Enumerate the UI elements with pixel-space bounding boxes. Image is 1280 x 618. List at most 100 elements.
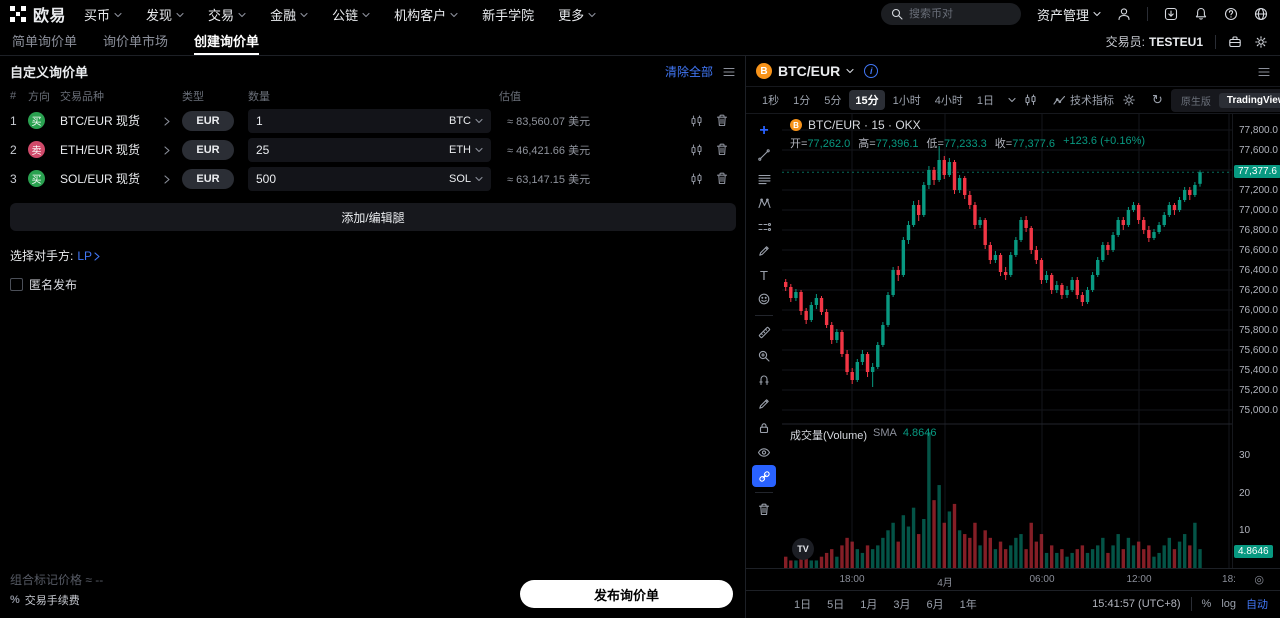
currency-select[interactable]: BTC xyxy=(449,115,483,127)
time-axis[interactable]: 18:00 4月 06:00 12:00 18: ◎ xyxy=(746,568,1280,590)
chart-style-icon[interactable] xyxy=(1024,94,1037,106)
type-button[interactable]: EUR xyxy=(182,110,234,131)
text-tool-icon[interactable]: T xyxy=(760,267,768,283)
ruler-icon[interactable] xyxy=(752,321,776,343)
clear-all-button[interactable]: 清除全部 xyxy=(664,64,713,79)
emoji-icon[interactable] xyxy=(752,288,776,310)
timeframe-5分[interactable]: 5分 xyxy=(824,95,842,107)
add-edit-legs-button[interactable]: 添加/编辑腿 xyxy=(10,203,736,231)
range-1日[interactable]: 1日 xyxy=(794,598,812,611)
auto-scale-button[interactable]: 自动 xyxy=(1246,598,1268,611)
tradingview-logo[interactable]: TV xyxy=(792,538,814,560)
timeframe-4小时[interactable]: 4小时 xyxy=(934,95,963,107)
main-menu-item[interactable]: 买币 xyxy=(84,5,122,24)
main-menu-item[interactable]: 交易 xyxy=(208,5,246,24)
main-menu-item[interactable]: 新手学院 xyxy=(482,5,534,24)
brush-icon[interactable] xyxy=(752,240,776,262)
timeframe-15分[interactable]: 15分 xyxy=(849,90,885,110)
search-input[interactable] xyxy=(908,8,1011,20)
position-tool-icon[interactable] xyxy=(752,216,776,238)
okx-logo[interactable]: 欧易 xyxy=(10,2,66,26)
main-menu-item[interactable]: 金融 xyxy=(270,5,308,24)
amount-input[interactable] xyxy=(256,142,449,157)
counterparty-link[interactable]: LP xyxy=(77,249,100,263)
table-row: 1买 BTC/EUR 现货 EUR BTC ≈ 83,560.07 美元 xyxy=(10,106,735,135)
lock-icon[interactable] xyxy=(752,417,776,439)
delete-row-icon[interactable] xyxy=(709,143,735,156)
amount-input[interactable] xyxy=(256,113,449,128)
percent-scale-button[interactable]: % xyxy=(1201,597,1212,610)
magnet-icon[interactable] xyxy=(752,369,776,391)
instrument-label[interactable]: SOL/EUR 现货 xyxy=(60,170,164,187)
range-6月[interactable]: 6月 xyxy=(926,598,944,611)
range-1年[interactable]: 1年 xyxy=(959,598,977,611)
panel-menu-icon[interactable] xyxy=(723,64,735,78)
replay-icon[interactable]: ↻ xyxy=(1152,92,1163,107)
log-scale-button[interactable]: log xyxy=(1221,597,1236,610)
tradingview-option[interactable]: TradingView xyxy=(1218,92,1280,108)
tab-简单询价单[interactable]: 简单询价单 xyxy=(12,34,78,49)
chart-action-icon[interactable] xyxy=(683,114,709,127)
link-icon[interactable] xyxy=(752,465,776,487)
time-tick: 4月 xyxy=(937,578,953,589)
chart-settings-gear-icon[interactable] xyxy=(1122,93,1136,107)
chart-action-icon[interactable] xyxy=(683,172,709,185)
range-3月[interactable]: 3月 xyxy=(893,598,911,611)
anonymous-checkbox[interactable] xyxy=(10,278,23,291)
assets-management-menu[interactable]: 资产管理 xyxy=(1037,5,1101,24)
tab-创建询价单[interactable]: 创建询价单 xyxy=(194,28,260,55)
horizontal-lines-icon[interactable] xyxy=(752,168,776,190)
crosshair-icon[interactable]: + xyxy=(759,122,769,139)
instrument-label[interactable]: ETH/EUR 现货 xyxy=(60,141,164,158)
settings-gear-icon[interactable] xyxy=(1254,35,1268,49)
toolbox-icon[interactable] xyxy=(1228,35,1242,49)
help-icon[interactable] xyxy=(1224,7,1238,21)
info-icon[interactable]: i xyxy=(864,64,879,78)
chart-plot-area[interactable]: B BTC/EUR · 15 · OKX 开=77,262.0 高=77,396.… xyxy=(782,114,1232,568)
search-box[interactable] xyxy=(880,3,1021,25)
price-axis[interactable]: 77,800.0 77,600.0 77,200.0 77,000.0 76,800.0… xyxy=(1232,114,1280,568)
timeframe-1秒[interactable]: 1秒 xyxy=(762,95,780,107)
side-badge: 买 xyxy=(28,170,45,187)
main-menu-item[interactable]: 发现 xyxy=(146,5,184,24)
axis-settings-icon[interactable]: ◎ xyxy=(1254,574,1264,586)
main-menu-item[interactable]: 更多 xyxy=(558,5,596,24)
candlestick-chart[interactable] xyxy=(782,114,1232,568)
pattern-xabcd-icon[interactable] xyxy=(752,192,776,214)
download-app-icon[interactable] xyxy=(1164,7,1178,21)
type-button[interactable]: EUR xyxy=(182,139,234,160)
indicators-button[interactable]: 技术指标 xyxy=(1053,92,1114,108)
amount-input[interactable] xyxy=(256,171,449,186)
trading-fee[interactable]: % 交易手续费 xyxy=(10,592,103,608)
main-menu-item[interactable]: 公链 xyxy=(332,5,370,24)
timeframe-1日[interactable]: 1日 xyxy=(976,95,994,107)
trash-icon[interactable] xyxy=(752,498,776,520)
user-icon[interactable] xyxy=(1117,7,1131,21)
chart-action-icon[interactable] xyxy=(683,143,709,156)
publish-rfq-button[interactable]: 发布询价单 xyxy=(520,580,733,608)
language-globe-icon[interactable] xyxy=(1254,7,1268,21)
notifications-bell-icon[interactable] xyxy=(1194,7,1208,21)
eye-icon[interactable] xyxy=(752,441,776,463)
range-1月[interactable]: 1月 xyxy=(860,598,878,611)
instrument-label[interactable]: BTC/EUR 现货 xyxy=(60,112,164,129)
clock[interactable]: 15:41:57 (UTC+8) xyxy=(1092,597,1181,610)
type-button[interactable]: EUR xyxy=(182,168,234,189)
draw-sync-icon[interactable] xyxy=(752,393,776,415)
chevron-down-icon[interactable] xyxy=(846,68,854,74)
range-5日[interactable]: 5日 xyxy=(827,598,845,611)
timeframe-1分[interactable]: 1分 xyxy=(793,95,811,107)
chart-panel-menu-icon[interactable] xyxy=(1258,64,1270,78)
delete-row-icon[interactable] xyxy=(709,172,735,185)
native-chart-option[interactable]: 原生版 xyxy=(1180,96,1211,108)
currency-select[interactable]: SOL xyxy=(449,173,483,185)
trend-line-icon[interactable] xyxy=(752,144,776,166)
pair-selector[interactable]: BTC/EUR xyxy=(778,63,841,79)
timeframe-1小时[interactable]: 1小时 xyxy=(892,95,921,107)
tab-询价单市场[interactable]: 询价单市场 xyxy=(103,34,169,49)
currency-select[interactable]: ETH xyxy=(449,144,483,156)
main-menu-item[interactable]: 机构客户 xyxy=(394,5,458,24)
zoom-in-icon[interactable] xyxy=(752,345,776,367)
delete-row-icon[interactable] xyxy=(709,114,735,127)
timeframe-dropdown-icon[interactable] xyxy=(1008,97,1016,103)
